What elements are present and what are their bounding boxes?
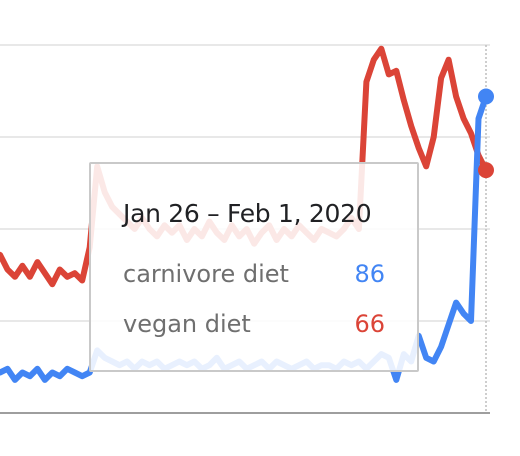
hover-markers <box>478 88 494 179</box>
tooltip-series-label: vegan diet <box>123 310 251 338</box>
tooltip-series-value: 66 <box>354 310 385 338</box>
tooltip-date: Jan 26 – Feb 1, 2020 <box>123 199 372 228</box>
tooltip-series-value: 86 <box>354 260 385 288</box>
hover-point-carnivore-diet <box>478 88 494 105</box>
chart-tooltip: Jan 26 – Feb 1, 2020 carnivore diet 86 v… <box>89 162 419 372</box>
hover-point-vegan-diet <box>478 162 494 179</box>
tooltip-row-carnivore: carnivore diet 86 <box>123 260 385 294</box>
tooltip-row-vegan: vegan diet 66 <box>123 310 385 344</box>
tooltip-series-label: carnivore diet <box>123 260 289 288</box>
